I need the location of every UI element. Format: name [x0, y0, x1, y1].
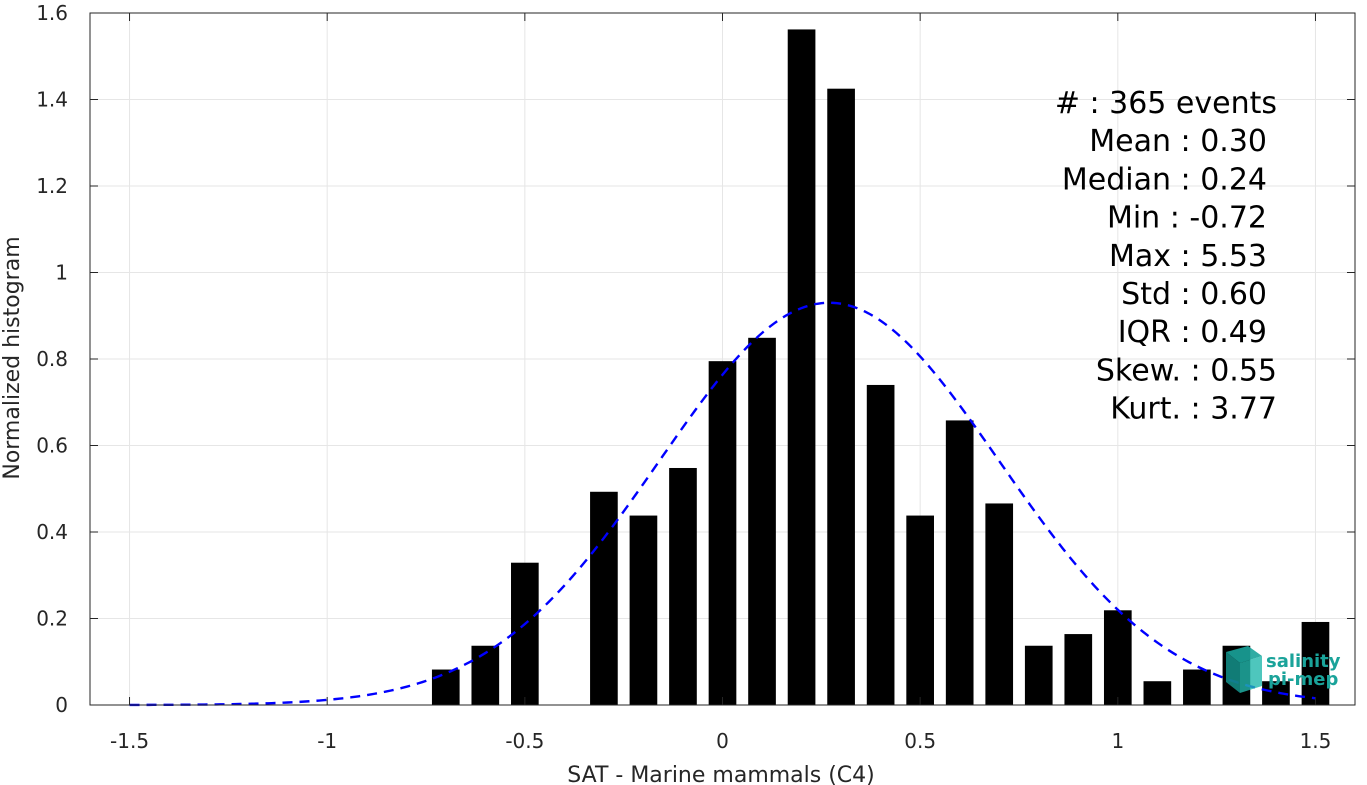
bar-5: [629, 515, 658, 705]
x-tick-labels: -1.5 -1 -0.5 0 0.5 1 1.5: [110, 729, 1331, 753]
x-tick-label-4: 0.5: [904, 729, 936, 753]
y-tick-labels: 0 0.2 0.4 0.6 0.8 1 1.2 1.4 1.6: [36, 1, 68, 717]
bar-15: [1024, 645, 1053, 705]
stat-line-3: Min : -0.72: [1107, 201, 1267, 236]
ticks: [90, 12, 1355, 706]
y-axis-label: Normalized histogram: [0, 236, 25, 479]
stat-line-7: Skew. : 0.55: [1096, 353, 1277, 388]
y-tick-label-7: 1.4: [36, 88, 68, 112]
y-tick-label-6: 1.2: [36, 174, 68, 198]
y-tick-label-1: 0.2: [36, 607, 68, 631]
bar-18: [1143, 681, 1172, 705]
bar-19: [1183, 669, 1211, 705]
stat-line-5: Std : 0.60: [1121, 277, 1267, 312]
stat-line-1: Mean : 0.30: [1089, 124, 1267, 159]
logo-line1: salinity: [1266, 651, 1341, 672]
logo-line2: pi-mep: [1268, 669, 1338, 690]
bar-16: [1064, 634, 1093, 705]
bar-22: [1301, 621, 1330, 705]
bar-14: [985, 503, 1014, 705]
bar-0: [431, 669, 460, 705]
stat-line-2: Median : 0.24: [1062, 162, 1267, 197]
stat-line-0: # : 365 events: [1055, 86, 1277, 121]
bar-13: [945, 420, 974, 705]
normal-fit-curve: [129, 301, 1316, 707]
x-tick-label-1: -1: [317, 729, 337, 753]
x-tick-label-5: 1: [1111, 729, 1124, 753]
x-axis-label: SAT - Marine mammals (C4): [567, 763, 875, 785]
bar-7: [708, 361, 737, 705]
bar-21: [1262, 681, 1290, 705]
grid: [90, 12, 1355, 706]
y-tick-label-5: 1: [55, 261, 68, 285]
x-tick-label-6: 1.5: [1300, 729, 1332, 753]
y-tick-label-0: 0: [55, 693, 68, 717]
salinity-pi-mep-logo: salinity pi-mep: [1226, 646, 1341, 693]
x-tick-label-0: -1.5: [110, 729, 149, 753]
y-tick-label-8: 1.6: [36, 1, 68, 25]
bar-1: [471, 645, 500, 705]
stat-line-6: IQR : 0.49: [1118, 315, 1267, 350]
bar-12: [906, 515, 934, 705]
x-tick-label-2: -0.5: [505, 729, 544, 753]
bar-2: [511, 562, 539, 705]
cube-icon: [1226, 646, 1262, 693]
stat-line-8: Kurt. : 3.77: [1110, 392, 1277, 427]
y-tick-label-4: 0.8: [36, 347, 68, 371]
y-tick-label-3: 0.6: [36, 434, 68, 458]
bar-11: [866, 384, 895, 705]
bar-9: [787, 29, 816, 706]
y-tick-label-2: 0.4: [36, 520, 68, 544]
bar-8: [748, 337, 776, 705]
bar-17: [1103, 610, 1132, 705]
bar-6: [669, 467, 697, 705]
stat-line-4: Max : 5.53: [1109, 239, 1267, 274]
x-tick-label-3: 0: [716, 729, 729, 753]
bar-10: [827, 88, 855, 705]
bars: [431, 29, 1330, 706]
